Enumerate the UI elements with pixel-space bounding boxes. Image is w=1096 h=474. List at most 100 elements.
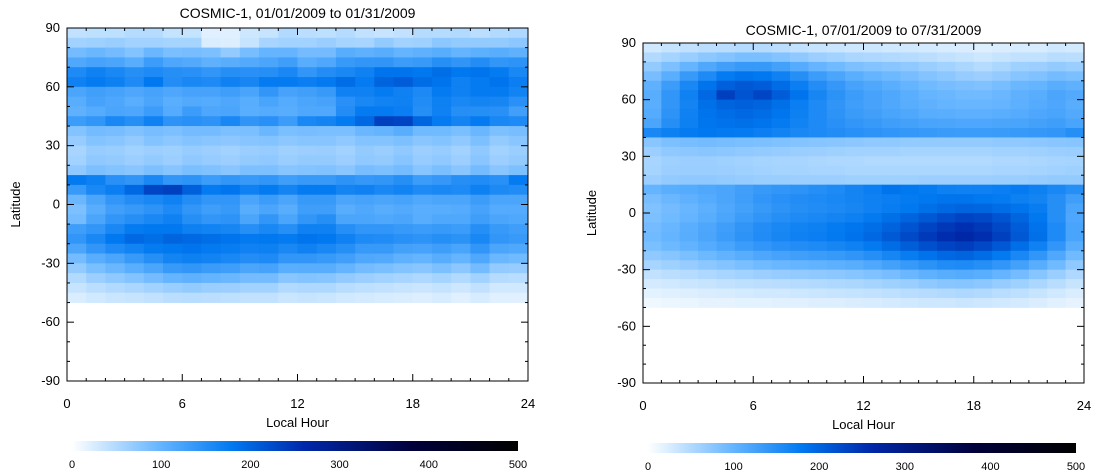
heatmap-cell [937,260,956,271]
heatmap-cell [826,99,846,110]
heatmap-cell [1047,194,1067,204]
x-tick-label: 6 [179,396,186,411]
heatmap-cell [105,243,126,254]
heatmap-cell [1065,99,1085,110]
heatmap-cell [1065,298,1085,308]
heatmap-cell [937,222,956,233]
heatmap-cell [992,52,1011,63]
heatmap-cell [508,204,529,215]
heatmap-cell [182,243,202,254]
heatmap-cell [489,214,510,225]
heatmap-cell [489,77,510,88]
heatmap-cell [771,184,791,195]
heatmap-cell [900,184,920,195]
heatmap-cell [716,80,736,91]
heatmap-cell [163,194,183,205]
heatmap-cell [679,99,699,110]
heatmap-cell [451,77,471,88]
heatmap-cell [1010,52,1030,63]
y-tick-label: -90 [41,373,60,388]
heatmap-cell [316,77,337,88]
heatmap-cell [1065,194,1085,204]
heatmap-cell [955,146,975,157]
heatmap-cell [201,57,222,68]
heatmap-cell [1065,61,1085,72]
heatmap-cell [937,99,956,110]
heatmap-cell [489,145,510,156]
heatmap-cell [881,118,901,129]
heatmap-cell [335,116,356,127]
heatmap-cell [955,184,975,195]
colorbar-tick-label: 200 [241,459,259,471]
heatmap-cell [698,90,717,101]
heatmap-cell [790,213,809,223]
x-ticks [642,43,1085,383]
heatmap-cell [918,288,938,299]
heatmap-cell [220,96,241,107]
heatmap-cell [1047,241,1067,252]
heatmap-cell [753,61,773,72]
heatmap-cell [863,156,883,167]
heatmap-cell [734,250,754,261]
colorbar [648,443,1076,453]
heatmap-cell [105,165,126,176]
heatmap-cell [124,47,145,58]
heatmap-cell [1065,222,1085,233]
heatmap-cell [124,175,145,186]
heatmap-cell [937,43,956,53]
heatmap-cell [698,231,717,242]
heatmap-cell [1010,71,1030,82]
heatmap-cell [1047,118,1067,129]
heatmap-cell [220,243,241,254]
heatmap-cell [105,194,126,205]
heatmap-cell [1028,90,1048,101]
heatmap-cell [881,90,901,101]
heatmap-cell [826,194,846,204]
heatmap-cell [1028,213,1048,223]
heatmap-cell [808,146,828,157]
heatmap-cell [163,135,183,147]
heatmap-cell [716,146,736,157]
heatmap-cell [698,260,717,271]
heatmap-cell [335,273,356,284]
heatmap-cell [955,61,975,72]
heatmap-cell [220,77,241,88]
heatmap-cell [355,214,375,225]
heatmap-cell [845,52,864,63]
heatmap-cell [105,57,126,68]
heatmap-cell [220,57,241,68]
heatmap-cell [900,52,920,63]
heatmap-cell [863,146,883,157]
heatmap-cell [105,214,126,225]
heatmap-cell [826,222,846,233]
heatmap-cell [393,214,414,225]
heatmap-cell [297,126,318,137]
heatmap-cell [393,175,414,186]
heatmap-cell [1028,137,1048,148]
heatmap-cell [355,28,375,39]
heatmap-cell [992,137,1011,148]
heatmap-cell [201,184,222,196]
chart-title: COSMIC-1, 07/01/2009 to 07/31/2009 [746,22,982,38]
heatmap-cell [1047,99,1067,110]
heatmap-cell [105,96,126,107]
heatmap-cell [900,288,920,299]
heatmap-cell [67,184,87,196]
heatmap-cell [431,214,452,225]
heatmap-cell [335,96,356,107]
heatmap-cell [67,263,87,274]
heatmap-cell [900,61,920,72]
heatmap-cell [335,57,356,68]
heatmap-cell [661,213,681,223]
heatmap-cell [1010,90,1030,101]
heatmap-cell [297,224,318,235]
heatmap-cell [105,135,126,147]
heatmap-cell [734,222,754,233]
heatmap-cell [355,155,375,166]
heatmap-cell [335,204,356,215]
heatmap-cell [393,184,414,196]
y-tick-label: -30 [41,255,60,270]
heatmap-cell [431,126,452,137]
heatmap-cell [679,213,699,223]
heatmap-cell [973,241,993,252]
